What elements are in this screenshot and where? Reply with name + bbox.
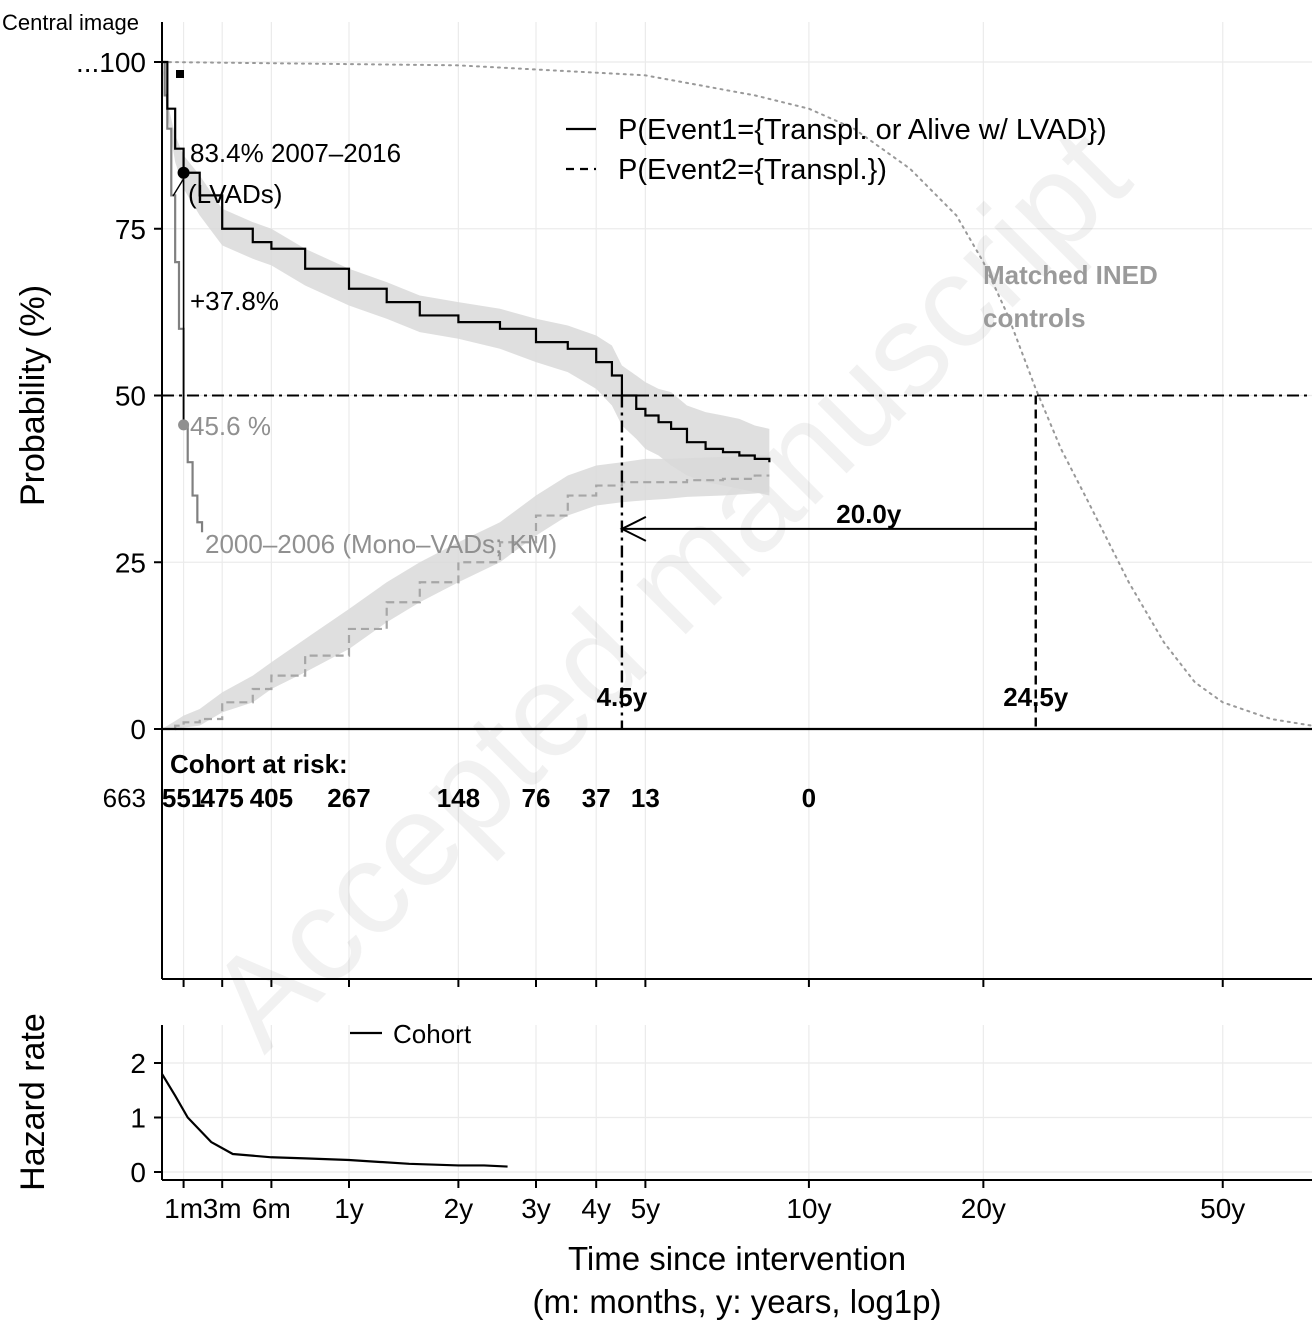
x-axis-title: Time since intervention: [568, 1240, 906, 1277]
x-tick-label: 10y: [786, 1193, 831, 1224]
hazard-panel: 0 1 2 Cohort Hazard rate 1m 3m 6m 1y 2y 3y 4y 5y 10y 2…: [14, 1013, 1312, 1320]
lvad-point-marker: [177, 166, 190, 179]
controls-label: Matched INED: [983, 260, 1158, 290]
risk-count: 76: [522, 783, 551, 813]
watermark: Accepted manuscript: [180, 100, 1156, 1076]
risk-count: 148: [437, 783, 480, 813]
gap-label: 20.0y: [836, 499, 902, 529]
x-tick-label: 1y: [334, 1193, 364, 1224]
x-tick-label: 3y: [521, 1193, 551, 1224]
gap-arrowhead: [619, 516, 647, 542]
ci-band-event1: [162, 62, 770, 496]
legend-entry: P(Event1={Transpl. or Alive w/ LVAD}): [618, 114, 1107, 146]
figure-label: Central image: [2, 10, 139, 35]
difference-label: +37.8%: [190, 286, 279, 316]
ci-band-event2: [162, 455, 770, 729]
axes: 0 25 50 75 ...100 Probability (%): [14, 22, 1312, 980]
series-lines: [161, 60, 1313, 731]
y-tick-label: 50: [115, 381, 146, 412]
x-tick-label: 20y: [961, 1193, 1006, 1224]
series-line-event2: [162, 474, 770, 731]
controls-label-2: controls: [983, 303, 1086, 333]
mono-curve-label: 2000–2006 (Mono–VADs; KM): [205, 529, 557, 559]
x-tick-label: 6m: [252, 1193, 291, 1224]
ci-bands: [162, 62, 770, 729]
mono-point-label: 45.6 %: [190, 411, 271, 441]
risk-count: 13: [631, 783, 660, 813]
x-axis-subtitle: (m: months, y: years, log1p): [533, 1283, 942, 1320]
lvad-point-label: 83.4% 2007–2016: [190, 138, 401, 168]
y-axis-title: Probability (%): [14, 285, 52, 506]
series-line-event1: [162, 60, 771, 463]
x-tick-label: 3m: [203, 1193, 242, 1224]
hazard-y-tick-label: 1: [130, 1103, 146, 1134]
legend: P(Event1={Transpl. or Alive w/ LVAD}) P(E…: [566, 114, 1107, 186]
risk-count: 0: [802, 783, 816, 813]
x-tick-label: 5y: [631, 1193, 661, 1224]
x-tick-label: 2y: [444, 1193, 474, 1224]
x-tick-label: 1m: [164, 1193, 203, 1224]
hazard-legend-label: Cohort: [393, 1019, 472, 1049]
x-tick-label: 4y: [581, 1193, 611, 1224]
lvad-label-leader: [172, 178, 185, 197]
median-cohort-label: 4.5y: [597, 682, 648, 712]
risk-count: 37: [582, 783, 611, 813]
median-controls-label: 24.5y: [1003, 682, 1069, 712]
x-tick-label: 50y: [1200, 1193, 1245, 1224]
risk-count: 267: [327, 783, 370, 813]
lvad-point-label-2: (LVADs): [188, 179, 282, 209]
risk-count: 475: [201, 783, 244, 813]
hazard-y-tick-label: 0: [130, 1157, 146, 1188]
y-tick-label: 75: [115, 214, 146, 245]
hazard-line-cohort: [161, 1073, 508, 1168]
hazard-y-tick-label: 2: [130, 1048, 146, 1079]
risk-table-title: Cohort at risk:: [170, 749, 348, 779]
y-tick-label: ...100: [76, 47, 146, 78]
start-marker: [176, 70, 184, 78]
series-line-controls: [161, 61, 1313, 727]
mono-point-marker: [178, 419, 190, 431]
annotations: 4.5y 24.5y 20.0y 83.4% 2007–2016 (LVADs) +37.…: [162, 70, 1312, 729]
y-tick-label: 0: [130, 714, 146, 745]
y-tick-label: 25: [115, 547, 146, 578]
legend-entry: P(Event2={Transpl.}): [618, 154, 887, 186]
risk-count: 405: [250, 783, 293, 813]
risk-count: 663: [103, 783, 146, 813]
risk-count: 551: [162, 783, 205, 813]
watermark-layer: Accepted manuscript: [180, 100, 1156, 1076]
hazard-y-axis-title: Hazard rate: [14, 1013, 52, 1191]
